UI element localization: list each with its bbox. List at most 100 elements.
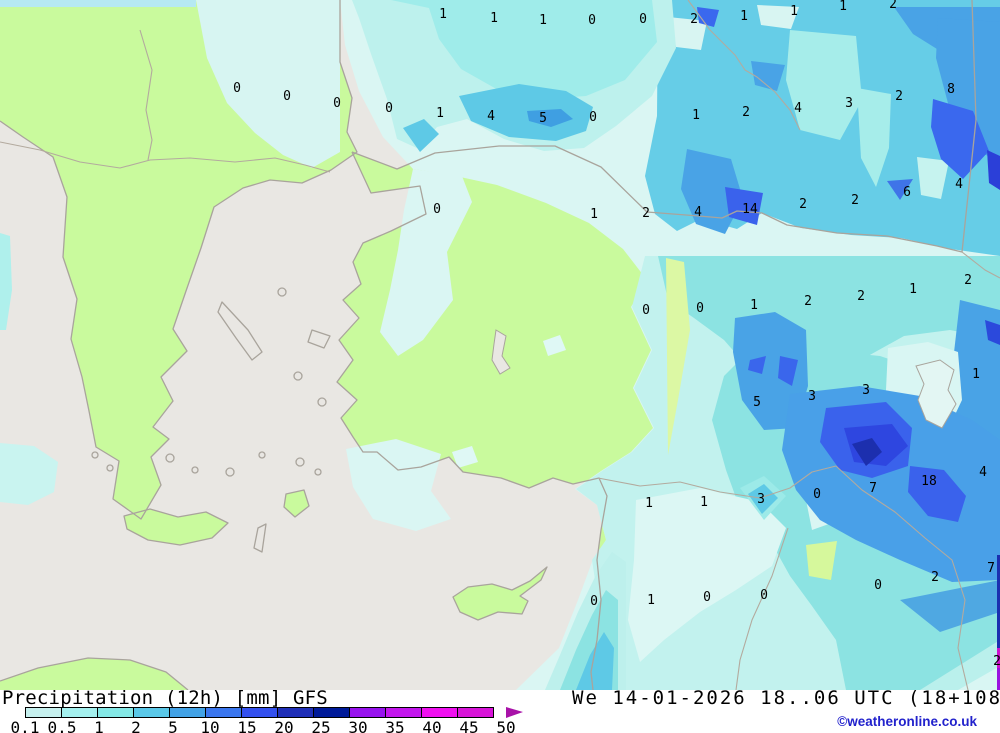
land-patch: [666, 258, 690, 455]
precip-field: [751, 61, 785, 91]
precip-value-label: 1: [972, 367, 980, 382]
scale-tick: 1: [94, 718, 104, 733]
scale-segment: [421, 707, 458, 718]
precip-value-label: 0: [589, 110, 597, 125]
color-scale-bar: [25, 707, 494, 718]
precip-value-label: 0: [874, 578, 882, 593]
precip-value-label: 4: [955, 177, 963, 192]
scale-tick: 20: [274, 718, 294, 733]
precip-value-label: 4: [487, 109, 495, 124]
scale-tick: 2: [131, 718, 141, 733]
coastline-crete: [123, 508, 229, 546]
precip-field: [459, 84, 593, 141]
precip-value-label: 2: [964, 273, 972, 288]
precip-value-label: 1: [439, 7, 447, 22]
legend-title: Precipitation (12h) [mm] GFS: [2, 687, 328, 709]
border-greece-north: [0, 141, 331, 173]
scale-tick: 10: [200, 718, 220, 733]
scale-tick: 5: [168, 718, 178, 733]
precip-field: [0, 443, 58, 505]
precip-field: [958, 666, 1000, 690]
scale-tick: 25: [311, 718, 331, 733]
scale-tick: 45: [459, 718, 479, 733]
scale-segment: [241, 707, 278, 718]
precip-value-label: 2: [993, 654, 1000, 669]
precip-value-label: 3: [757, 492, 765, 507]
precip-field: [628, 488, 786, 662]
edge-artifact: [997, 555, 1000, 648]
precip-value-label: 4: [694, 205, 702, 220]
precip-value-label: 0: [813, 487, 821, 502]
precip-value-label: 5: [539, 111, 547, 126]
precip-value-label: 0: [696, 301, 704, 316]
precip-value-label: 1: [539, 13, 547, 28]
border-turkey-syria: [597, 465, 837, 499]
precip-field: [757, 5, 799, 29]
precip-field: [403, 119, 439, 152]
precip-field: [786, 30, 862, 140]
scale-segment: [25, 707, 62, 718]
precip-field: [543, 335, 566, 356]
precip-value-label: 0: [590, 594, 598, 609]
precip-field: [936, 18, 1000, 162]
precip-value-label: 0: [433, 202, 441, 217]
scale-segment: [61, 707, 98, 718]
precip-value-label: 0: [703, 590, 711, 605]
precip-value-label: 0: [760, 588, 768, 603]
precip-field: [908, 466, 966, 522]
scale-tick: 0.1: [10, 718, 40, 733]
scale-tick: 40: [422, 718, 442, 733]
island-karpathos: [253, 523, 267, 553]
precip-field: [748, 356, 766, 374]
precip-value-label: 4: [794, 101, 802, 116]
scale-segment: [133, 707, 170, 718]
precip-value-label: 2: [799, 197, 807, 212]
precip-field: [852, 438, 882, 466]
scale-arrow-icon: [506, 707, 523, 718]
precip-field: [527, 109, 573, 127]
scale-tick: 0.5: [47, 718, 77, 733]
precip-field: [380, 169, 472, 356]
precip-value-label: 0: [233, 81, 241, 96]
precip-value-label: 6: [903, 185, 911, 200]
precip-value-label: 0: [283, 89, 291, 104]
scale-segment: [457, 707, 494, 718]
scale-tick: 50: [496, 718, 516, 733]
precip-value-label: 1: [700, 495, 708, 510]
precip-field: [887, 179, 913, 200]
scale-segment: [349, 707, 386, 718]
forecast-datetime: We 14-01-2026 18..06 UTC (18+108: [572, 687, 1000, 709]
precip-value-label: 2: [642, 206, 650, 221]
border-bulgaria-west: [139, 29, 153, 161]
precip-field: [452, 446, 478, 468]
border-northeast: [687, 0, 801, 131]
scale-segment: [205, 707, 242, 718]
precip-field: [681, 149, 743, 234]
precip-field: [0, 0, 196, 7]
island-lesbos: [307, 329, 331, 349]
precip-field: [346, 439, 451, 531]
precip-value-label: 2: [895, 89, 903, 104]
precip-value-label: 3: [862, 383, 870, 398]
border-caucasus: [961, 251, 1000, 279]
precip-value-label: 1: [750, 298, 758, 313]
precip-value-label: 1: [645, 496, 653, 511]
precip-value-label: 1: [790, 4, 798, 19]
precip-value-label: 0: [588, 13, 596, 28]
coastline-rhodes: [283, 489, 310, 518]
border-syria-iraq: [735, 527, 789, 690]
precip-field: [987, 150, 1000, 190]
coastline-cyprus: [452, 566, 548, 621]
precip-value-label: 3: [845, 96, 853, 111]
scale-segment: [313, 707, 350, 718]
land-patch: [806, 541, 837, 580]
precip-field: [857, 88, 891, 187]
precip-field: [0, 233, 12, 330]
scale-segment: [277, 707, 314, 718]
precip-value-label: 0: [333, 96, 341, 111]
coastline-africa: [0, 657, 189, 690]
lake-tuz: [491, 329, 511, 375]
precip-field: [931, 99, 989, 179]
